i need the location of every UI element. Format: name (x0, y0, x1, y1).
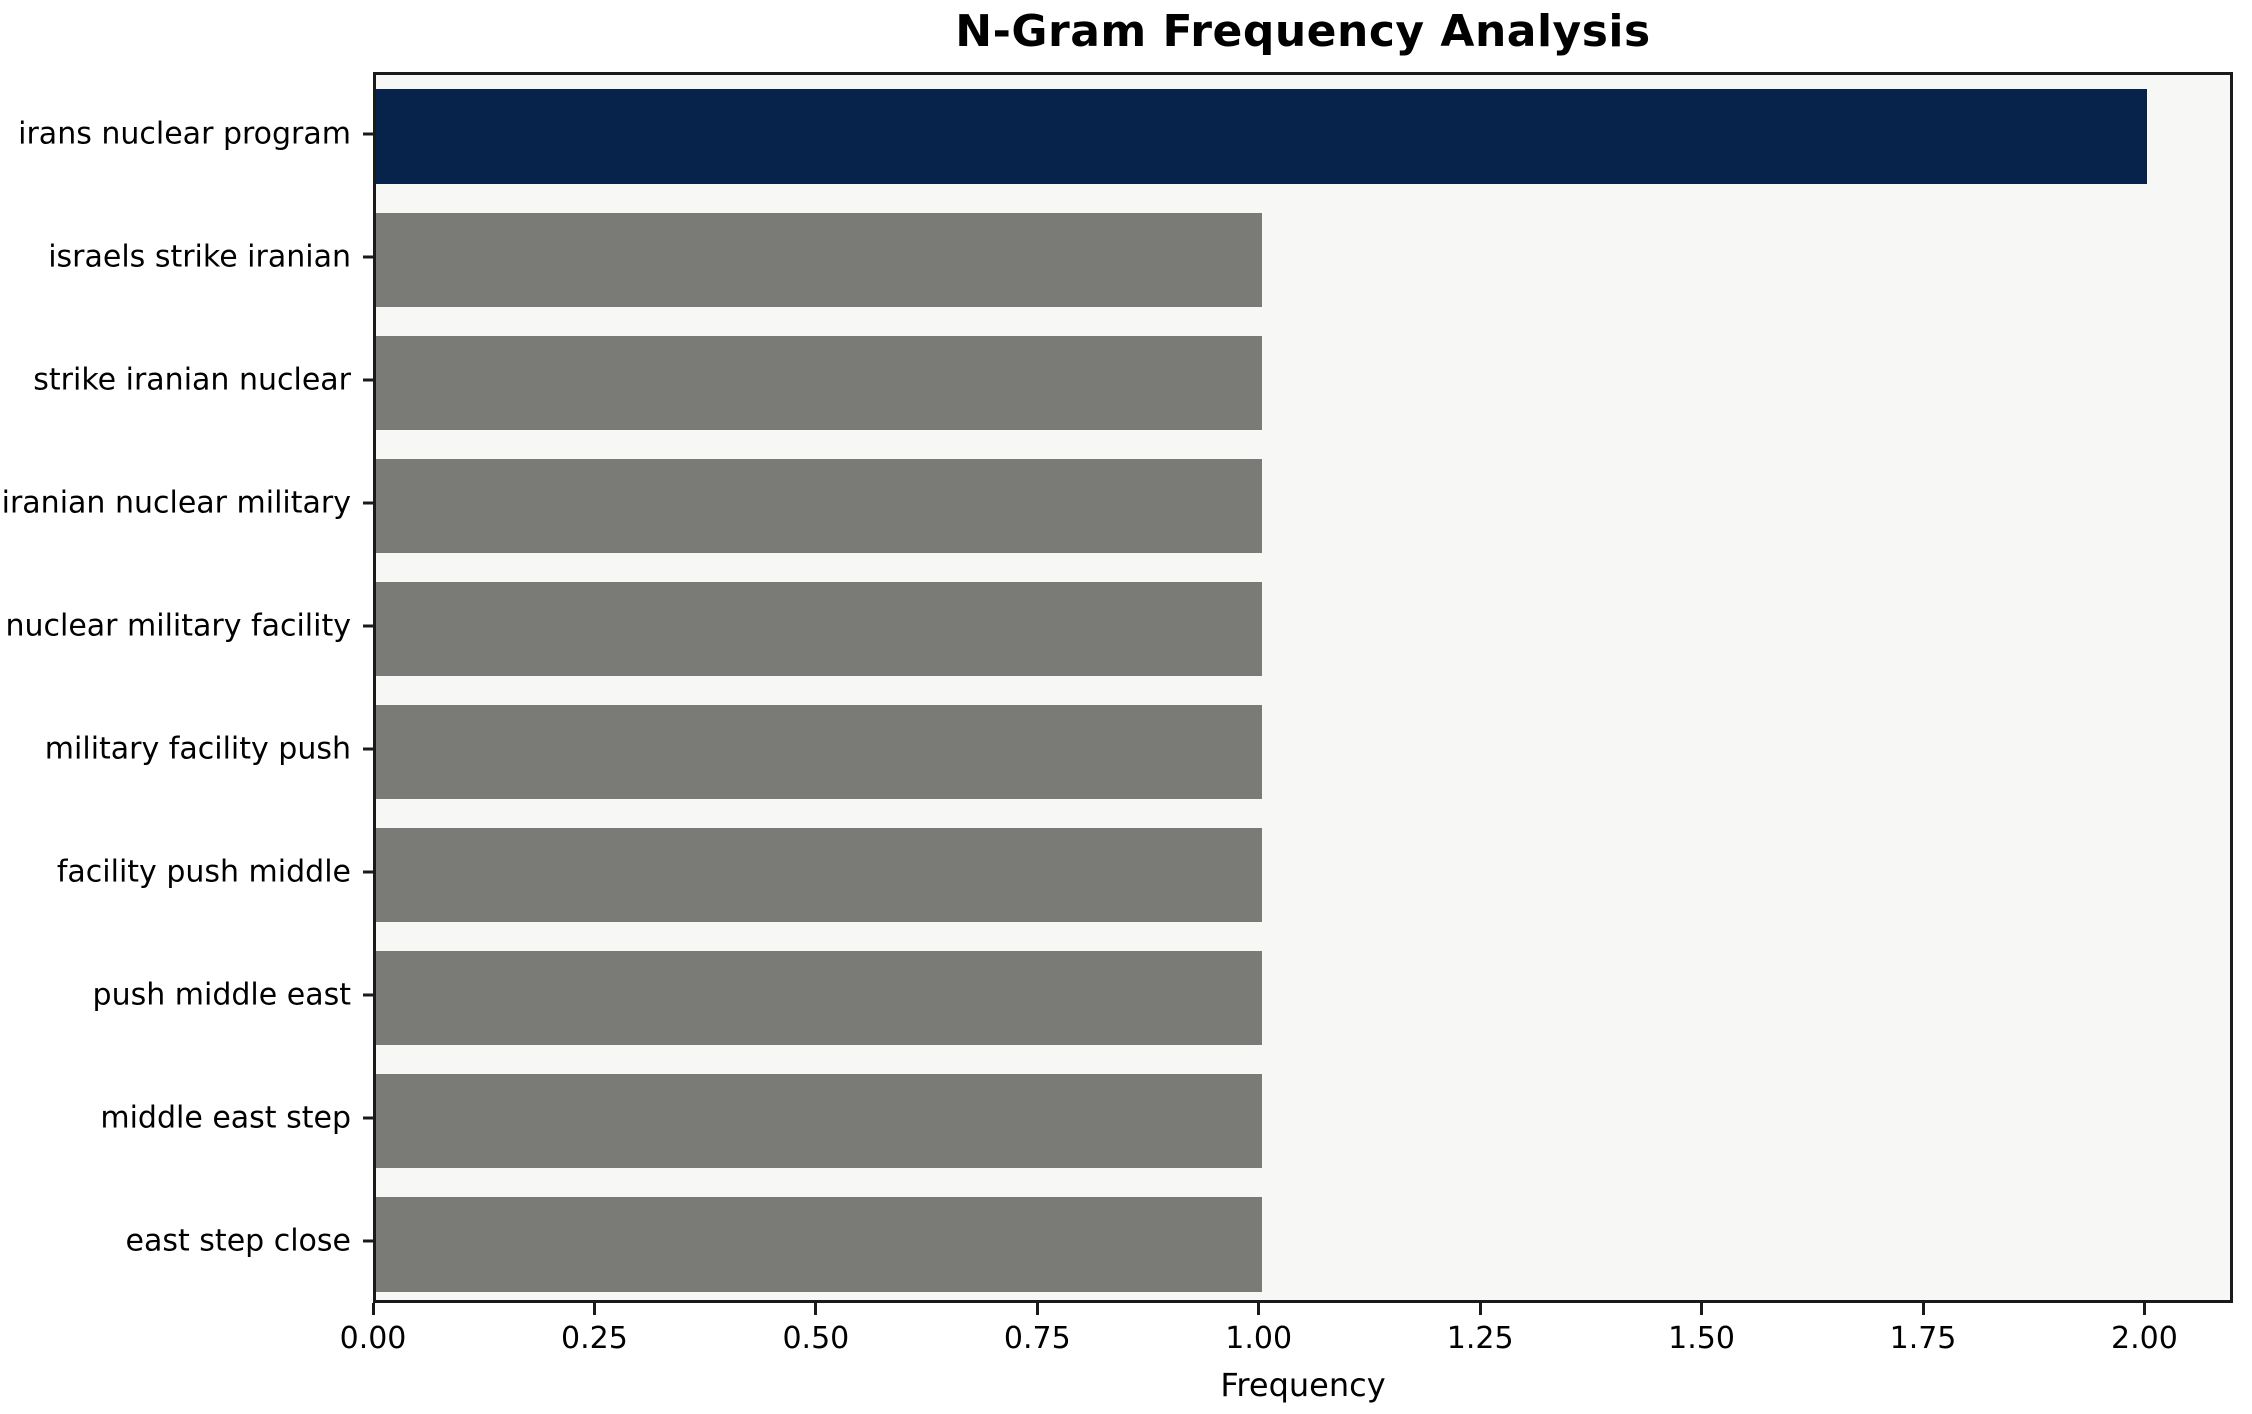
bar-east-step-close (376, 1197, 1262, 1292)
bar-nuclear-military-facility (376, 581, 1262, 677)
bar-military-facility-push (376, 704, 1262, 800)
y-tick-label: military facility push (44, 731, 351, 767)
bar-israels-strike-iranian (376, 212, 1262, 307)
bar-row (376, 951, 2230, 1046)
x-tick-label: 0.50 (782, 1321, 850, 1356)
bar-row (376, 828, 2230, 923)
y-tick-label: irans nuclear program (18, 116, 351, 152)
bar-row (376, 1074, 2230, 1169)
x-tick-mark (1035, 1303, 1039, 1315)
y-tick-label: nuclear military facility (5, 608, 351, 644)
x-tick-mark (1700, 1303, 1704, 1315)
x-tick-mark (814, 1303, 818, 1315)
bar-iranian-nuclear-military (376, 458, 1262, 553)
y-tick-mark (363, 255, 373, 259)
y-tick-label: strike iranian nuclear (33, 362, 351, 398)
x-tick-label: 0.00 (339, 1321, 407, 1356)
x-axis-label: Frequency (1220, 1366, 1386, 1404)
y-tick-mark (363, 1239, 373, 1243)
x-tick-label: 0.25 (561, 1321, 628, 1356)
bar-row (376, 335, 2230, 430)
y-tick-label: israels strike iranian (48, 239, 351, 275)
bar-facility-push-middle (376, 828, 1262, 923)
x-tick-mark (371, 1303, 375, 1315)
x-tick-mark (1921, 1303, 1925, 1315)
bar-row (376, 581, 2230, 677)
y-tick-label: east step close (125, 1223, 351, 1259)
x-tick-label: 1.75 (1889, 1321, 1957, 1356)
x-tick-mark (1478, 1303, 1482, 1315)
bar-strike-iranian-nuclear (376, 335, 1262, 430)
bar-row (376, 89, 2230, 184)
y-tick-label: facility push middle (56, 854, 351, 890)
y-tick-mark (363, 132, 373, 136)
x-tick-label: 1.50 (1668, 1321, 1735, 1356)
y-tick-mark (363, 993, 373, 997)
y-tick-mark (363, 1116, 373, 1120)
y-tick-label: middle east step (100, 1100, 351, 1136)
y-tick-mark (363, 501, 373, 505)
x-tick-label: 2.00 (2111, 1321, 2178, 1356)
bar-push-middle-east (376, 951, 1262, 1046)
bar-middle-east-step (376, 1074, 1262, 1169)
x-tick-label: 0.75 (1003, 1321, 1071, 1356)
y-tick-label: push middle east (92, 977, 351, 1013)
y-tick-label: iranian nuclear military (1, 485, 351, 521)
chart-title: N-Gram Frequency Analysis (955, 6, 1651, 57)
x-tick-label: 1.00 (1225, 1321, 1293, 1356)
bar-row (376, 1197, 2230, 1292)
y-tick-mark (363, 624, 373, 628)
bar-row (376, 704, 2230, 800)
bar-irans-nuclear-program (376, 89, 2148, 184)
bar-row (376, 212, 2230, 307)
x-tick-label: 1.25 (1446, 1321, 1514, 1356)
x-tick-mark (1257, 1303, 1261, 1315)
x-tick-mark (592, 1303, 596, 1315)
y-tick-mark (363, 378, 373, 382)
bar-row (376, 458, 2230, 553)
y-tick-mark (363, 747, 373, 751)
y-tick-mark (363, 870, 373, 874)
x-tick-mark (2142, 1303, 2146, 1315)
plot-area (373, 72, 2233, 1303)
